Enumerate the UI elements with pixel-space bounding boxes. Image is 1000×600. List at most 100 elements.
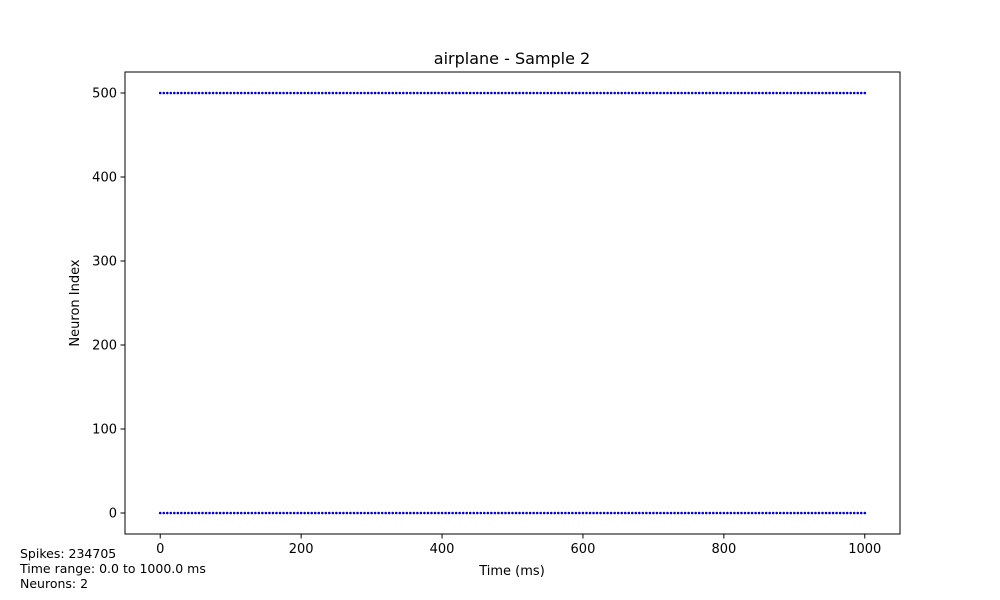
spike-point: [158, 511, 162, 515]
spike-point: [564, 511, 567, 515]
spike-point: [493, 91, 497, 95]
spike-point: [173, 91, 176, 95]
spike-point: [620, 511, 624, 515]
spike-point: [359, 511, 363, 515]
spike-point: [690, 91, 694, 95]
spike-point: [785, 91, 789, 95]
chart-title: airplane - Sample 2: [434, 49, 590, 68]
spike-point: [187, 91, 190, 95]
spike-point: [778, 91, 782, 95]
spike-point: [451, 511, 454, 515]
spike-point: [856, 511, 860, 515]
spike-point: [683, 511, 687, 515]
spike-point: [729, 511, 733, 515]
spike-point: [169, 511, 173, 515]
spike-point: [754, 91, 757, 95]
spike-point: [574, 91, 578, 95]
spike-point: [409, 511, 412, 515]
spike-point: [387, 91, 391, 95]
spike-point: [236, 511, 240, 515]
spike-point: [391, 511, 395, 515]
spike-point: [771, 511, 775, 515]
spike-point: [394, 91, 398, 95]
spike-point: [546, 91, 550, 95]
spike-point: [641, 511, 645, 515]
spike-point: [863, 511, 867, 515]
spike-point: [416, 511, 419, 515]
spike-point: [800, 91, 803, 95]
spike-point: [423, 91, 426, 95]
spike-point: [599, 511, 602, 515]
spike-point: [285, 511, 289, 515]
spike-point: [401, 91, 405, 95]
spike-point: [444, 511, 447, 515]
spike-point: [694, 91, 697, 95]
spike-point: [430, 511, 433, 515]
spike-point: [588, 91, 592, 95]
spike-point: [419, 91, 423, 95]
spike-point: [828, 511, 831, 515]
spike-point: [335, 511, 338, 515]
spike-point: [433, 511, 437, 515]
spike-point: [704, 511, 708, 515]
spike-point: [532, 511, 535, 515]
spike-point: [616, 511, 620, 515]
spike-point: [817, 511, 821, 515]
spike-point: [623, 91, 627, 95]
spike-point: [711, 91, 715, 95]
spike-point: [370, 511, 373, 515]
spike-point: [669, 511, 673, 515]
spike-point: [740, 511, 743, 515]
spike-point: [299, 511, 303, 515]
y-tick-label: 500: [92, 87, 117, 102]
spike-point: [218, 511, 222, 515]
spike-point: [187, 511, 190, 515]
spike-point: [303, 91, 306, 95]
spike-point: [190, 511, 194, 515]
spike-point: [292, 91, 296, 95]
spike-point: [680, 511, 683, 515]
spike-point: [215, 511, 218, 515]
spike-point: [261, 511, 264, 515]
spike-point: [835, 91, 838, 95]
spike-point: [278, 91, 282, 95]
spike-point: [722, 91, 726, 95]
spike-point: [264, 511, 268, 515]
plot-area-frame: [124, 71, 901, 535]
spike-point: [683, 91, 687, 95]
spike-point: [215, 91, 218, 95]
spike-point: [736, 511, 740, 515]
spike-point: [803, 91, 807, 95]
spike-point: [708, 511, 712, 515]
spike-point: [687, 511, 690, 515]
spike-point: [483, 91, 486, 95]
spike-point: [246, 511, 250, 515]
spike-point: [814, 91, 817, 95]
spike-point: [539, 91, 542, 95]
spike-point: [556, 91, 560, 95]
spike-point: [602, 511, 606, 515]
spike-point: [275, 91, 278, 95]
spike-point: [567, 511, 571, 515]
spike-point: [525, 511, 528, 515]
spike-point: [285, 91, 289, 95]
spike-point: [800, 511, 803, 515]
spike-point: [201, 511, 204, 515]
spike-point: [673, 91, 676, 95]
spike-point: [722, 511, 726, 515]
spike-point: [711, 511, 715, 515]
spike-point: [514, 511, 518, 515]
spike-point: [180, 91, 183, 95]
x-tick-label: 200: [289, 542, 314, 557]
spike-point: [363, 91, 366, 95]
spike-point: [409, 91, 412, 95]
spike-point: [173, 511, 176, 515]
spike-point: [299, 91, 303, 95]
spike-point: [197, 91, 201, 95]
spike-point: [165, 511, 169, 515]
spike-point: [472, 511, 476, 515]
spike-point: [845, 511, 849, 515]
spike-point: [507, 91, 511, 95]
spike-point: [472, 91, 476, 95]
spike-point: [525, 91, 528, 95]
